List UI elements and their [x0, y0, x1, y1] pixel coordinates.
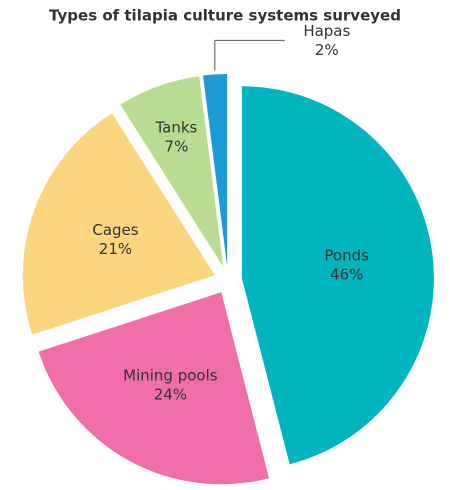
pie-slice — [120, 76, 224, 267]
pie-slice — [22, 113, 215, 335]
slice-label: Ponds — [324, 247, 369, 265]
slice-value: 21% — [99, 240, 132, 258]
slice-value: 2% — [315, 41, 339, 59]
leader-line — [214, 39, 285, 71]
slice-label: Tanks — [154, 118, 197, 136]
slice-label: Mining pools — [123, 366, 218, 384]
slice-value: 46% — [330, 266, 363, 284]
pie-slice — [38, 292, 270, 485]
slice-label: Cages — [92, 221, 138, 239]
chart-title: Types of tilapia culture systems surveye… — [49, 7, 401, 25]
pie-slice — [241, 86, 434, 465]
slice-label: Hapas — [303, 22, 350, 40]
pie-slice — [203, 74, 228, 267]
slice-value: 24% — [154, 385, 187, 403]
slice-value: 7% — [165, 137, 189, 155]
